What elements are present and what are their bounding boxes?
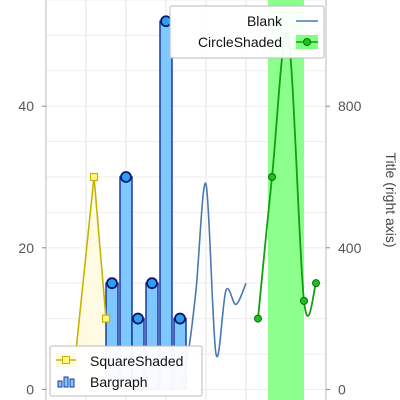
circleshaded-point	[268, 172, 276, 181]
circleshaded-point	[312, 279, 320, 288]
y-tick-label: 40	[18, 98, 34, 114]
squareshaded-point	[101, 314, 111, 323]
plot-area	[45, 0, 327, 400]
y2-tick-label: 800	[338, 98, 362, 114]
legend-top-right: Blank CircleShaded	[169, 5, 325, 59]
bar-marker	[106, 277, 118, 290]
y-tick-label: 0	[26, 381, 34, 397]
bar-marker	[132, 312, 144, 325]
bar-marker	[120, 171, 132, 183]
legend-swatch-bar-2	[63, 376, 69, 388]
squareshaded-point	[89, 172, 99, 182]
blank-line	[179, 182, 247, 390]
squareshaded-area	[72, 176, 106, 390]
circleshaded-point	[300, 296, 308, 305]
legend-box	[49, 345, 203, 397]
legend-bottom-left: SquareShaded Bargraph	[49, 345, 203, 397]
legend-swatch-squareshaded-marker	[62, 356, 70, 364]
y-tick-label: 20	[18, 240, 34, 256]
legend-label: SquareShaded	[90, 353, 183, 369]
legend-swatch-bar-1	[57, 380, 63, 388]
bar	[159, 20, 173, 391]
legend-label: CircleShaded	[198, 34, 282, 50]
legends: Blank CircleShaded SquareShaded Bargraph	[49, 5, 325, 397]
legend-swatch-bar-3	[69, 378, 75, 388]
legend-label: Blank	[247, 13, 283, 29]
bar-marker	[146, 277, 158, 290]
legend-swatch-circleshaded-marker	[303, 38, 311, 46]
bar-marker	[174, 312, 186, 325]
legend-box	[169, 5, 325, 59]
y2-axis-title: Title (right axis)	[383, 152, 399, 247]
y2-tick-label: 0	[338, 381, 346, 397]
y2-tick-label: 400	[338, 240, 362, 256]
legend-label: Bargraph	[90, 374, 148, 390]
circleshaded-point	[254, 314, 262, 323]
